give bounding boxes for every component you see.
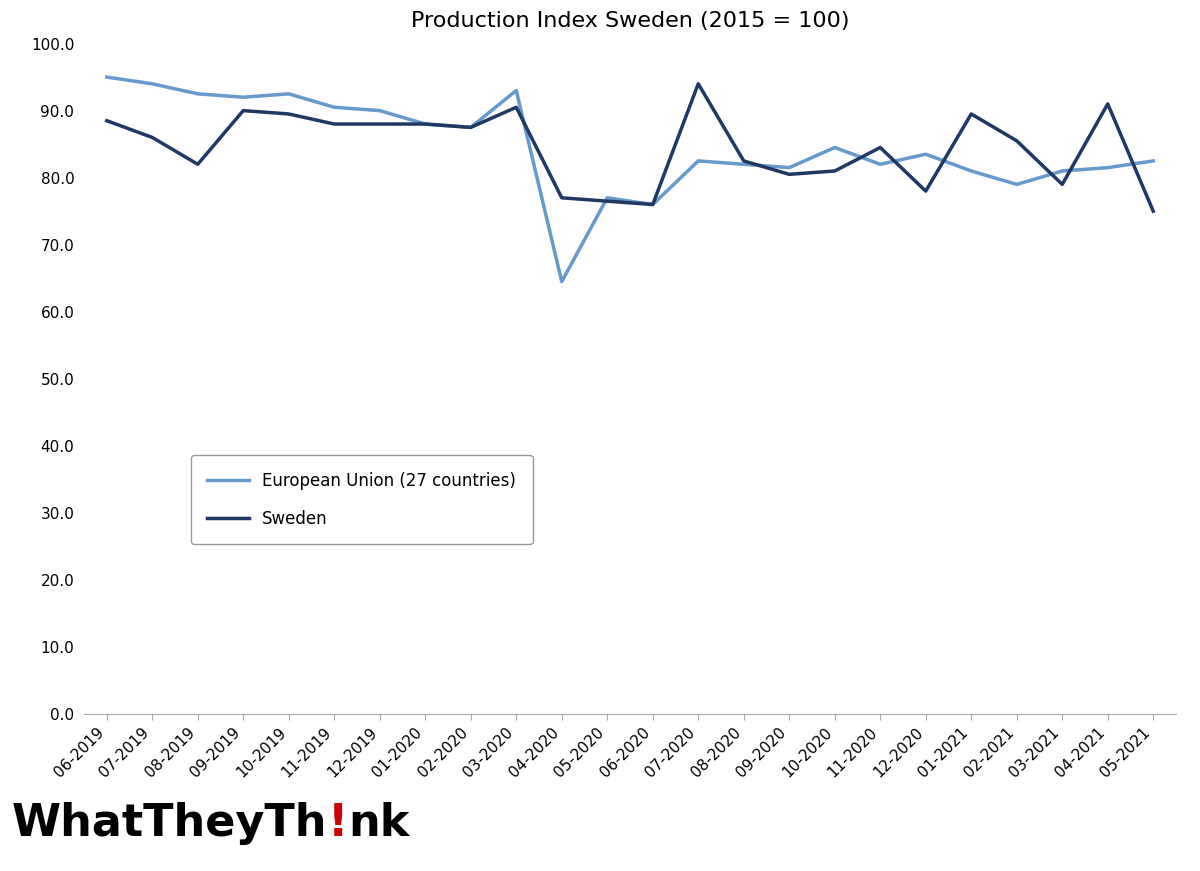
Text: WhatTheyTh: WhatTheyTh bbox=[12, 802, 328, 845]
European Union (27 countries) bbox=[1055, 165, 1069, 176]
Sweden bbox=[328, 118, 342, 129]
European Union (27 countries) bbox=[236, 92, 251, 103]
European Union (27 countries) bbox=[191, 89, 205, 99]
Sweden bbox=[554, 192, 569, 203]
Sweden bbox=[600, 196, 614, 206]
European Union (27 countries) bbox=[1100, 162, 1115, 172]
Sweden bbox=[236, 105, 251, 116]
Sweden bbox=[782, 169, 797, 179]
Title: Production Index Sweden (2015 = 100): Production Index Sweden (2015 = 100) bbox=[410, 10, 850, 30]
Legend: European Union (27 countries), Sweden: European Union (27 countries), Sweden bbox=[191, 455, 533, 544]
Sweden bbox=[964, 109, 978, 119]
Line: European Union (27 countries): European Union (27 countries) bbox=[107, 78, 1153, 281]
European Union (27 countries) bbox=[418, 118, 432, 129]
European Union (27 countries) bbox=[828, 142, 842, 152]
Sweden bbox=[418, 118, 432, 129]
Sweden bbox=[509, 102, 523, 112]
European Union (27 countries) bbox=[691, 156, 706, 166]
Sweden bbox=[646, 199, 660, 210]
Sweden bbox=[1009, 136, 1024, 146]
Sweden bbox=[100, 116, 114, 126]
European Union (27 countries) bbox=[1009, 179, 1024, 190]
European Union (27 countries) bbox=[509, 85, 523, 96]
Line: Sweden: Sweden bbox=[107, 84, 1153, 212]
Sweden bbox=[737, 156, 751, 166]
European Union (27 countries) bbox=[145, 78, 160, 89]
European Union (27 countries) bbox=[737, 159, 751, 170]
European Union (27 countries) bbox=[874, 159, 888, 170]
Sweden bbox=[691, 78, 706, 89]
Sweden bbox=[1146, 206, 1160, 217]
European Union (27 countries) bbox=[463, 122, 478, 132]
Sweden bbox=[372, 118, 386, 129]
European Union (27 countries) bbox=[554, 276, 569, 287]
European Union (27 countries) bbox=[782, 162, 797, 172]
European Union (27 countries) bbox=[282, 89, 296, 99]
Sweden bbox=[1055, 179, 1069, 190]
Sweden bbox=[282, 109, 296, 119]
Sweden bbox=[874, 142, 888, 152]
European Union (27 countries) bbox=[600, 192, 614, 203]
European Union (27 countries) bbox=[964, 165, 978, 176]
European Union (27 countries) bbox=[372, 105, 386, 116]
Sweden bbox=[828, 165, 842, 176]
Sweden bbox=[191, 159, 205, 170]
European Union (27 countries) bbox=[646, 199, 660, 210]
European Union (27 countries) bbox=[328, 102, 342, 112]
Text: !: ! bbox=[328, 802, 348, 845]
Sweden bbox=[145, 132, 160, 143]
European Union (27 countries) bbox=[100, 72, 114, 83]
Sweden bbox=[1100, 98, 1115, 109]
European Union (27 countries) bbox=[918, 149, 932, 159]
Sweden bbox=[463, 122, 478, 132]
Sweden bbox=[918, 186, 932, 196]
Text: nk: nk bbox=[348, 802, 409, 845]
European Union (27 countries) bbox=[1146, 156, 1160, 166]
